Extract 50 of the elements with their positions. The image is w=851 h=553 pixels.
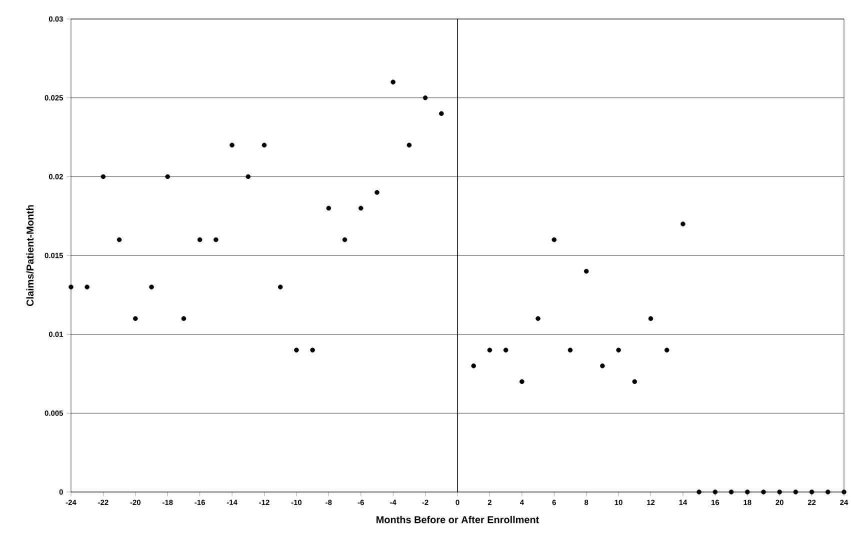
point <box>680 222 686 226</box>
point <box>842 490 846 494</box>
point <box>246 174 251 180</box>
point <box>230 142 234 148</box>
point <box>584 268 589 274</box>
point <box>439 111 444 116</box>
point <box>503 348 508 352</box>
point <box>310 348 315 352</box>
point <box>262 142 267 148</box>
point <box>116 237 122 242</box>
point <box>374 190 380 195</box>
point <box>342 237 348 242</box>
point <box>728 490 734 494</box>
point <box>777 490 782 494</box>
point <box>84 284 90 290</box>
point <box>648 316 654 321</box>
point <box>712 490 718 494</box>
point <box>826 490 830 494</box>
point <box>390 80 396 84</box>
point <box>326 206 332 211</box>
point <box>520 379 524 384</box>
point <box>165 174 170 180</box>
point <box>471 363 476 368</box>
point <box>294 348 299 352</box>
x-axis-title: Months Before or After Enrollment <box>376 516 540 524</box>
point <box>68 284 74 290</box>
point <box>406 142 412 148</box>
point <box>696 490 702 494</box>
point <box>744 490 750 494</box>
point <box>761 490 766 494</box>
point <box>536 316 540 321</box>
point <box>600 363 605 368</box>
point <box>181 316 186 321</box>
point <box>133 316 138 321</box>
point <box>422 95 428 100</box>
point <box>552 237 557 242</box>
point <box>632 379 638 384</box>
point <box>149 284 154 290</box>
point <box>616 348 621 352</box>
point <box>358 206 364 211</box>
point <box>487 348 492 352</box>
point <box>100 174 106 180</box>
point <box>214 237 218 242</box>
point <box>278 284 283 290</box>
point <box>809 490 814 494</box>
point <box>197 237 202 242</box>
point <box>793 490 798 494</box>
y-axis-title: Claims/Patient-Month <box>26 205 34 306</box>
point <box>568 348 573 352</box>
point <box>664 348 670 352</box>
